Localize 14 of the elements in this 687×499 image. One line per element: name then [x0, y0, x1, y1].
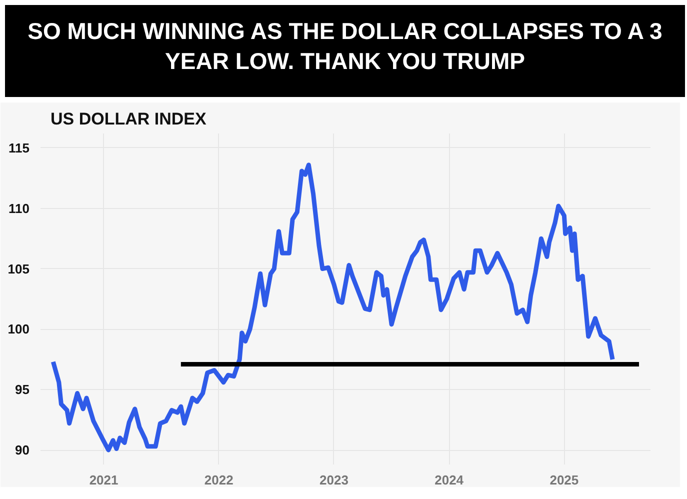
x-tick-label: 2022	[204, 472, 234, 488]
y-tick-label: 110	[8, 200, 30, 216]
y-tick-label: 100	[8, 322, 30, 337]
line-series	[50, 162, 615, 452]
chart-title: SO MUCH WINNING AS THE DOLLAR COLLAPSES TO A 3 YEAR LOW. THANK YOU TRUMP	[26, 17, 664, 76]
y-tick-label: 115	[8, 140, 30, 156]
y-tick-label: 95	[15, 382, 30, 398]
x-tick-label: 2024	[434, 472, 464, 488]
y-tick-label: 105	[8, 261, 30, 276]
chart-subtitle: US DOLLAR INDEX	[50, 110, 207, 128]
x-tick-label: 2025	[550, 472, 579, 488]
x-tick-label: 2023	[320, 472, 348, 488]
x-tick-label: 2021	[89, 472, 118, 488]
y-tick-label: 90	[15, 442, 30, 458]
